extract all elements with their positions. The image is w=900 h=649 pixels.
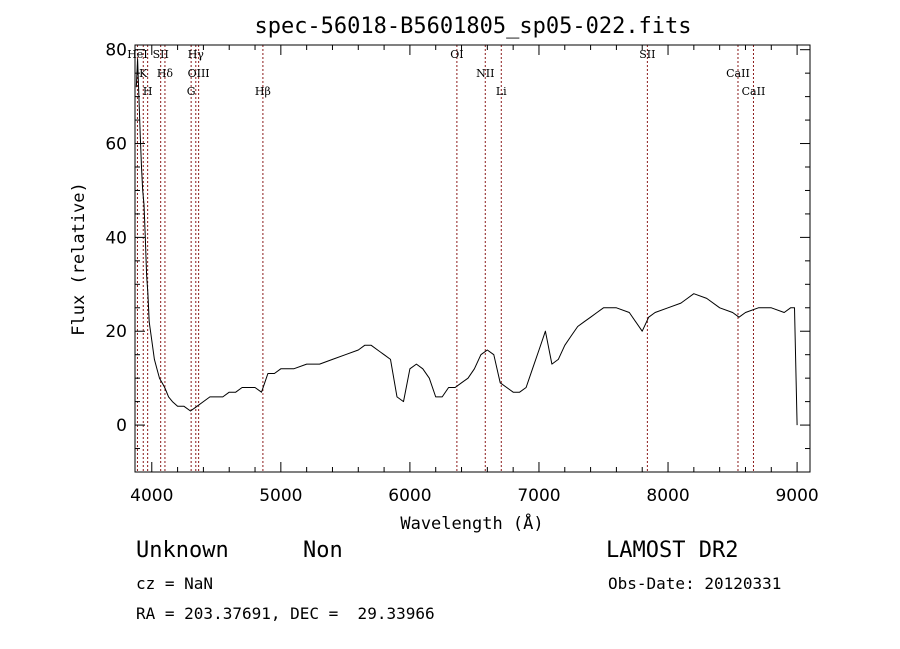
spectrum-series-line — [135, 58, 798, 426]
object-class: Unknown — [136, 538, 229, 563]
plot-frame — [134, 44, 811, 473]
x-tick-label: 7000 — [517, 486, 560, 506]
spectral-line-label: Hγ — [188, 48, 205, 61]
y-axis: 0 20 40 60 80 — [105, 41, 810, 473]
x-tick-label: 4000 — [130, 486, 173, 506]
y-tick-label: 60 — [105, 135, 127, 155]
y-tick-label: 20 — [105, 322, 127, 342]
survey-name: LAMOST DR2 — [606, 538, 739, 563]
spectral-line-label: NII — [476, 67, 494, 80]
object-subclass: Non — [303, 538, 343, 563]
x-tick-label: 6000 — [388, 486, 431, 506]
spectral-line-label: CaII — [726, 67, 750, 80]
x-tick-label: 9000 — [775, 486, 818, 506]
chart-title: spec-56018-B5601805_sp05-022.fits — [254, 14, 691, 39]
y-axis-title: Flux (relative) — [69, 182, 89, 336]
spectral-line-label: SII — [639, 48, 655, 61]
y-tick-label: 40 — [105, 228, 127, 248]
x-axis: 4000 5000 6000 7000 8000 9000 — [130, 45, 819, 506]
y-tick-label: 0 — [116, 416, 127, 436]
spectral-line-label: K — [139, 67, 148, 80]
coordinates: RA = 203.37691, DEC = 29.33966 — [136, 604, 435, 623]
spectral-line-label: OIII — [188, 67, 210, 80]
x-tick-label: 5000 — [259, 486, 302, 506]
spectral-line-label: Hδ — [157, 67, 174, 80]
x-tick-label: 8000 — [646, 486, 689, 506]
spectral-line-label: HeI — [127, 48, 147, 61]
spectral-line-label: SII — [153, 48, 169, 61]
redshift-value: cz = NaN — [136, 574, 214, 593]
spectral-line-label: Hβ — [255, 85, 271, 98]
y-tick-label: 80 — [105, 41, 127, 61]
series-group — [135, 58, 798, 426]
spectral-line-label: G — [187, 85, 196, 98]
spectral-line-label: H — [143, 85, 153, 98]
x-axis-title: Wavelength (Å) — [400, 512, 543, 534]
observation-date: Obs-Date: 20120331 — [608, 574, 782, 593]
spectral-line-label: Li — [496, 85, 507, 98]
spectral-line-label: CaII — [742, 85, 766, 98]
spectral-line-label: OI — [450, 48, 463, 61]
